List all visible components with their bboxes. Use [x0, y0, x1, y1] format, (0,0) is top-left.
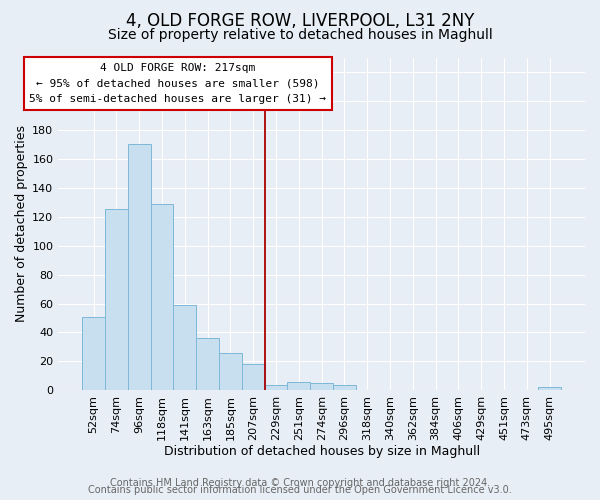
Text: Size of property relative to detached houses in Maghull: Size of property relative to detached ho…: [107, 28, 493, 42]
X-axis label: Distribution of detached houses by size in Maghull: Distribution of detached houses by size …: [164, 444, 480, 458]
Bar: [105, 210, 128, 390]
Text: 4 OLD FORGE ROW: 217sqm
← 95% of detached houses are smaller (598)
5% of semi-de: 4 OLD FORGE ROW: 217sqm ← 95% of detache…: [29, 63, 326, 104]
Y-axis label: Number of detached properties: Number of detached properties: [15, 126, 28, 322]
Bar: [538, 388, 561, 390]
Bar: [287, 382, 310, 390]
Bar: [196, 338, 219, 390]
Bar: [173, 305, 196, 390]
Bar: [151, 204, 173, 390]
Bar: [219, 352, 242, 391]
Bar: [128, 144, 151, 390]
Text: Contains HM Land Registry data © Crown copyright and database right 2024.: Contains HM Land Registry data © Crown c…: [110, 478, 490, 488]
Text: 4, OLD FORGE ROW, LIVERPOOL, L31 2NY: 4, OLD FORGE ROW, LIVERPOOL, L31 2NY: [126, 12, 474, 30]
Bar: [265, 384, 287, 390]
Bar: [242, 364, 265, 390]
Bar: [333, 384, 356, 390]
Bar: [310, 383, 333, 390]
Bar: [82, 316, 105, 390]
Text: Contains public sector information licensed under the Open Government Licence v3: Contains public sector information licen…: [88, 485, 512, 495]
